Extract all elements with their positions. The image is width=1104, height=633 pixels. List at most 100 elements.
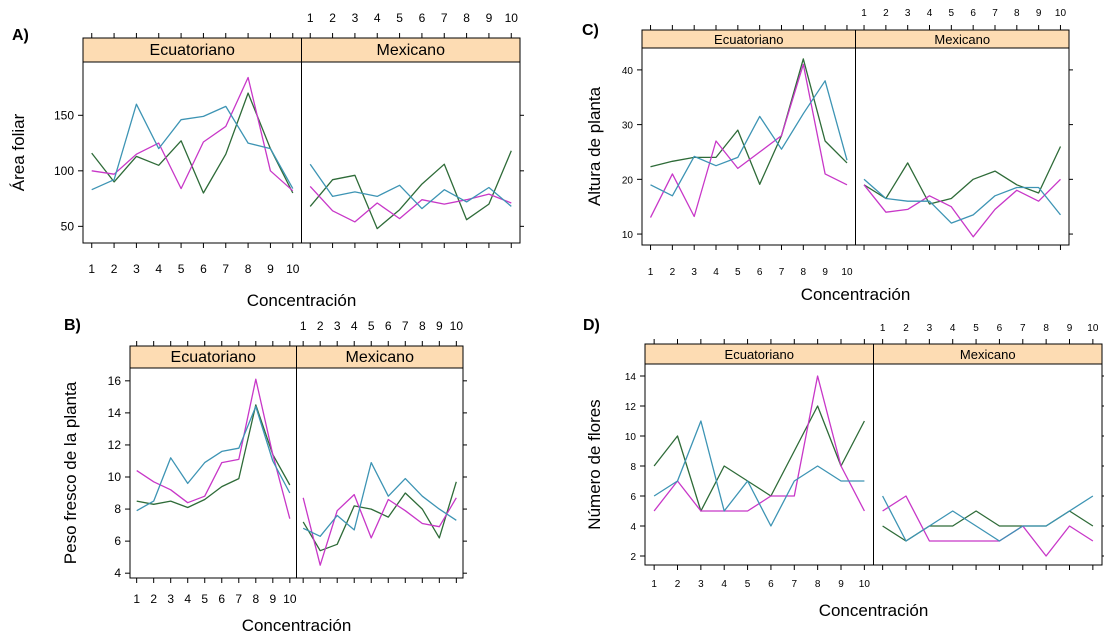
y-axis-title: Altura de planta xyxy=(585,86,604,206)
x-tick-label: 6 xyxy=(218,592,225,606)
x-tick-label-top: 6 xyxy=(385,319,392,333)
y-tick-label: 14 xyxy=(108,406,122,420)
x-tick-label-top: 7 xyxy=(402,319,409,333)
y-tick-label: 100 xyxy=(54,164,74,178)
panel-frame xyxy=(82,61,302,244)
panel-frame xyxy=(855,47,1070,246)
x-tick-label-top: 9 xyxy=(436,319,443,333)
y-tick-label: 4 xyxy=(114,566,121,580)
y-tick-label: 16 xyxy=(108,374,122,388)
x-tick-label-top: 1 xyxy=(861,8,867,19)
x-tick-label: 1 xyxy=(88,262,95,276)
y-tick-label: 20 xyxy=(622,175,634,186)
x-tick-label: 4 xyxy=(184,592,191,606)
series-line xyxy=(91,103,294,191)
series-line xyxy=(136,404,291,509)
x-tick-label: 4 xyxy=(721,579,727,590)
x-tick-label-top: 10 xyxy=(450,319,464,333)
x-tick-label-top: 3 xyxy=(905,8,911,19)
x-tick-label-top: 8 xyxy=(1014,8,1020,19)
x-tick-label-top: 1 xyxy=(880,323,886,334)
series-line xyxy=(309,185,512,223)
series-line xyxy=(136,405,291,512)
y-tick-label: 6 xyxy=(630,492,636,503)
x-tick-label-top: 4 xyxy=(351,319,358,333)
series-line xyxy=(136,378,291,519)
strip-label: Ecuatoriano xyxy=(725,347,794,362)
x-tick-label-top: 7 xyxy=(992,8,998,19)
x-tick-label-top: 3 xyxy=(927,323,933,334)
strip-label: Ecuatoriano xyxy=(714,32,783,47)
x-tick-label: 6 xyxy=(768,579,774,590)
x-tick-label-top: 1 xyxy=(300,319,307,333)
x-tick-label: 1 xyxy=(651,579,657,590)
y-tick-label: 6 xyxy=(114,534,121,548)
x-tick-label: 8 xyxy=(801,267,807,278)
series-line xyxy=(653,405,865,512)
x-tick-label: 5 xyxy=(178,262,185,276)
x-tick-label-top: 2 xyxy=(329,11,336,25)
y-axis-title: Peso fresco de la planta xyxy=(61,381,80,564)
panel-letter: C) xyxy=(582,22,599,39)
strip-label: Mexicano xyxy=(960,347,1016,362)
y-tick-label: 8 xyxy=(114,502,121,516)
strip-background xyxy=(82,37,302,63)
x-tick-label-top: 9 xyxy=(486,11,493,25)
x-tick-label-top: 5 xyxy=(949,8,955,19)
x-tick-label-top: 9 xyxy=(1036,8,1042,19)
x-tick-label: 7 xyxy=(779,267,785,278)
x-tick-label: 4 xyxy=(713,267,719,278)
x-tick-label: 9 xyxy=(269,592,276,606)
series-line xyxy=(650,80,848,197)
x-tick-label: 8 xyxy=(815,579,821,590)
series-line xyxy=(863,146,1062,205)
x-tick-label: 3 xyxy=(133,262,140,276)
y-tick-label: 40 xyxy=(622,66,634,77)
panel-letter: A) xyxy=(12,27,29,44)
series-line xyxy=(309,163,512,210)
panel-frame xyxy=(301,61,521,244)
strip-label: Mexicano xyxy=(346,349,415,366)
x-tick-label-top: 8 xyxy=(1043,323,1049,334)
x-tick-label-top: 6 xyxy=(419,11,426,25)
x-tick-label-top: 10 xyxy=(1055,8,1067,19)
x-tick-label-top: 10 xyxy=(505,11,519,25)
panel-frame xyxy=(129,367,297,579)
y-axis-title: Número de flores xyxy=(585,399,604,529)
x-axis-title: Concentración xyxy=(819,601,929,620)
panel-frame xyxy=(644,363,874,566)
chart-1: A) Ecuatoriano 1 2 3 4 5 6 7 8 9 10 Mexicano 1 2 3 4 5 6 7 8… xyxy=(9,11,524,310)
series-line xyxy=(309,150,512,230)
x-tick-label: 2 xyxy=(111,262,118,276)
strip-label: Mexicano xyxy=(377,42,446,59)
x-tick-label-top: 4 xyxy=(950,323,956,334)
x-tick-label-top: 2 xyxy=(317,319,324,333)
strip-background xyxy=(301,37,521,63)
x-tick-label-top: 5 xyxy=(368,319,375,333)
series-line xyxy=(91,76,294,192)
series-line xyxy=(882,495,1094,542)
y-tick-label: 10 xyxy=(622,230,634,241)
x-tick-label: 10 xyxy=(859,579,871,590)
series-line xyxy=(302,481,457,552)
y-tick-label: 14 xyxy=(625,372,637,383)
x-tick-label-top: 8 xyxy=(419,319,426,333)
x-axis-title: Concentración xyxy=(801,285,911,304)
x-axis-title: Concentración xyxy=(247,291,357,310)
x-tick-label: 4 xyxy=(155,262,162,276)
y-tick-label: 4 xyxy=(630,522,636,533)
x-tick-label: 10 xyxy=(841,267,853,278)
panel-frame xyxy=(296,367,464,579)
y-axis-title: Área foliar xyxy=(9,113,28,191)
x-tick-label: 5 xyxy=(735,267,741,278)
x-tick-label-top: 4 xyxy=(374,11,381,25)
x-tick-label-top: 9 xyxy=(1067,323,1073,334)
x-tick-label-top: 2 xyxy=(903,323,909,334)
x-tick-label-top: 6 xyxy=(970,8,976,19)
x-tick-label: 6 xyxy=(757,267,763,278)
x-tick-label-top: 7 xyxy=(1020,323,1026,334)
x-tick-label-top: 7 xyxy=(441,11,448,25)
